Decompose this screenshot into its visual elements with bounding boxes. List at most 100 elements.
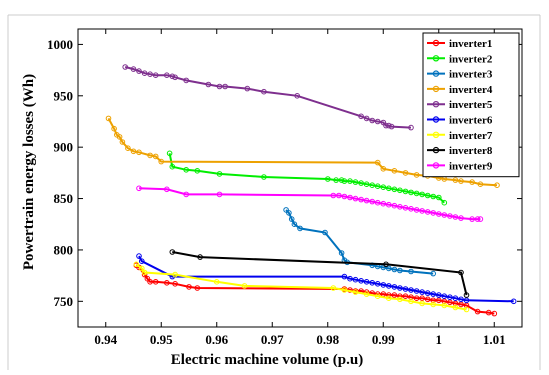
- data-point-inverter2: [391, 186, 398, 193]
- series-layer: [105, 64, 517, 317]
- data-point-inverter6: [374, 281, 381, 287]
- series-inverter5: [122, 64, 414, 131]
- data-point-inverter6: [408, 287, 414, 293]
- data-point-inverter6: [358, 278, 364, 284]
- x-tick-label: 0.99: [372, 332, 395, 347]
- data-point-inverter2: [338, 177, 345, 183]
- data-point-inverter7: [241, 283, 248, 289]
- series-inverter1: [133, 262, 498, 317]
- data-point-inverter5: [130, 66, 137, 72]
- data-point-inverter2: [166, 150, 173, 157]
- data-point-inverter6: [391, 284, 398, 290]
- data-point-inverter9: [402, 205, 409, 211]
- data-point-inverter2: [363, 181, 370, 187]
- data-point-inverter5: [183, 77, 189, 84]
- legend: inverter1 inverter2 inverter3 inverter4 inve…: [422, 32, 520, 178]
- data-point-inverter7: [330, 285, 337, 291]
- plot-area: [77, 28, 523, 328]
- data-point-inverter6: [341, 273, 348, 280]
- data-point-inverter1: [186, 284, 192, 290]
- data-point-inverter9: [424, 209, 431, 215]
- data-point-inverter6: [352, 276, 359, 283]
- data-point-inverter1: [474, 308, 481, 315]
- data-point-inverter5: [244, 85, 251, 92]
- data-point-inverter2: [333, 177, 339, 183]
- data-point-inverter4: [402, 170, 409, 176]
- data-point-inverter2: [374, 183, 381, 189]
- data-point-inverter1: [164, 280, 170, 286]
- data-point-inverter6: [424, 290, 431, 296]
- data-point-inverter5: [261, 88, 267, 95]
- data-point-inverter1: [424, 296, 431, 303]
- data-point-inverter2: [424, 192, 431, 199]
- data-point-inverter7: [133, 261, 140, 268]
- data-point-inverter3: [391, 266, 398, 273]
- y-tick-label: 900: [54, 140, 74, 155]
- legend-marker-inverter8: [432, 146, 440, 154]
- data-point-inverter5: [136, 68, 142, 74]
- data-point-inverter6: [447, 294, 453, 301]
- data-point-inverter6: [413, 288, 420, 294]
- data-point-inverter4: [452, 177, 459, 183]
- data-point-inverter9: [436, 211, 442, 217]
- data-point-inverter9: [352, 195, 359, 202]
- data-point-inverter9: [391, 202, 398, 209]
- series-line-inverter8: [172, 251, 468, 296]
- data-point-inverter7: [408, 298, 414, 305]
- data-point-inverter4: [125, 145, 131, 151]
- series-line-inverter4: [107, 117, 498, 187]
- data-point-inverter5: [216, 83, 223, 90]
- data-point-inverter2: [358, 180, 364, 186]
- data-point-inverter4: [380, 166, 387, 172]
- data-point-inverter6: [386, 283, 392, 289]
- data-point-inverter4: [494, 182, 500, 188]
- data-point-inverter4: [158, 158, 164, 165]
- data-point-inverter7: [141, 269, 148, 276]
- data-point-inverter4: [147, 152, 153, 159]
- data-point-inverter3: [430, 270, 437, 277]
- legend-label-inverter8: inverter8: [449, 145, 493, 157]
- data-point-inverter1: [413, 295, 420, 302]
- data-point-inverter1: [402, 293, 409, 300]
- legend-label-inverter9: inverter9: [449, 160, 493, 172]
- x-tick-label: 0.95: [150, 332, 173, 347]
- data-point-inverter1: [491, 310, 498, 317]
- data-point-inverter2: [436, 194, 442, 201]
- legend-label-inverter1: inverter1: [449, 38, 492, 50]
- data-point-inverter1: [458, 301, 464, 308]
- data-point-inverter9: [413, 207, 420, 213]
- data-point-inverter2: [386, 185, 392, 192]
- data-point-inverter9: [358, 196, 364, 203]
- series-inverter9: [136, 185, 484, 222]
- data-point-inverter3: [397, 267, 403, 274]
- data-point-inverter4: [391, 168, 398, 174]
- data-point-inverter4: [119, 139, 126, 145]
- data-point-inverter9: [164, 186, 170, 193]
- data-point-inverter6: [510, 298, 517, 305]
- y-tick-label: 950: [54, 88, 74, 103]
- y-tick-label: 800: [54, 242, 74, 257]
- data-point-inverter2: [369, 182, 376, 188]
- data-point-inverter3: [286, 210, 292, 216]
- data-point-inverter4: [413, 172, 420, 178]
- legend-marker-inverter3: [432, 70, 440, 77]
- data-point-inverter1: [419, 295, 425, 302]
- data-point-inverter6: [397, 285, 403, 291]
- data-point-inverter7: [139, 265, 145, 272]
- data-point-inverter2: [194, 168, 201, 174]
- data-point-inverter7: [341, 287, 348, 293]
- data-point-inverter1: [430, 297, 437, 304]
- series-inverter8: [169, 249, 470, 298]
- data-point-inverter3: [338, 250, 345, 256]
- data-point-inverter9: [380, 200, 387, 207]
- legend-label-inverter3: inverter3: [449, 69, 493, 81]
- data-point-inverter6: [458, 296, 464, 303]
- data-point-inverter2: [430, 193, 437, 200]
- data-point-inverter5: [363, 115, 370, 122]
- data-point-inverter2: [216, 171, 223, 177]
- data-point-inverter1: [436, 297, 442, 304]
- data-point-inverter2: [347, 178, 353, 184]
- data-point-inverter6: [419, 289, 425, 295]
- data-point-inverter1: [147, 279, 153, 285]
